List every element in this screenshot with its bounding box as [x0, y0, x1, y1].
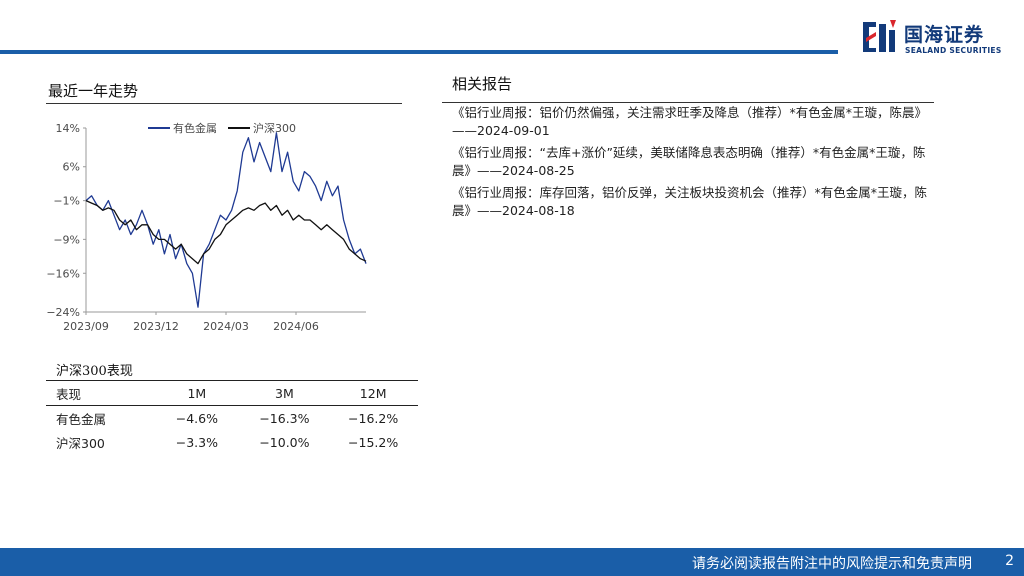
perf-table: 表现 1M 3M 12M 有色金属 −4.6% −16.3% −16.2% 沪深… — [46, 380, 418, 454]
y-tick-label: 14% — [56, 122, 80, 135]
y-tick-label: −24% — [46, 306, 80, 319]
trend-chart: 14% 6% −1% −9% −16% −24% 2023/09 2023/12 2024/03… — [46, 112, 386, 338]
perf-cell: −10.0% — [259, 434, 310, 450]
y-tick-label: 6% — [63, 161, 80, 174]
footer-bar: 请务必阅读报告附注中的风险提示和免责声明 2 — [0, 548, 1024, 576]
x-tick-label: 2024/06 — [273, 320, 319, 333]
brand-name-cn: 国海证券 — [904, 24, 985, 46]
footer-disclaimer: 请务必阅读报告附注中的风险提示和免责声明 — [692, 556, 972, 572]
page-number: 2 — [1005, 553, 1014, 569]
header-rule — [0, 50, 838, 54]
series-line-0 — [85, 132, 367, 308]
perf-cell: −4.6% — [175, 410, 218, 426]
perf-cell: 有色金属 — [56, 411, 107, 427]
y-tick-label: −1% — [53, 195, 80, 208]
list-item[interactable]: 《铝行业周报：“去库+涨价”延续，美联储降息表态明确（推荐）*有色金属*王璇，陈… — [452, 145, 926, 178]
reports-section-rule — [442, 102, 934, 103]
reports-section-title: 相关报告 — [452, 75, 513, 93]
legend-label-0: 有色金属 — [173, 121, 217, 135]
y-tick-label: −16% — [46, 267, 80, 280]
table-row: 有色金属 −4.6% −16.3% −16.2% — [46, 406, 418, 431]
list-item[interactable]: 《铝行业周报：铝价仍然偏强，关注需求旺季及降息（推荐）*有色金属*王璇，陈晨》—… — [452, 105, 928, 138]
sealand-logo-icon — [863, 20, 896, 52]
table-row: 沪深300 −3.3% −10.0% −15.2% — [46, 430, 418, 454]
x-tick-label: 2024/03 — [203, 320, 249, 333]
brand-logo: 国海证券 SEALAND SECURITIES — [860, 18, 1010, 58]
perf-header-cell: 表现 — [46, 380, 154, 406]
list-item[interactable]: 《铝行业周报：库存回落，铝价反弹，关注板块投资机会（推荐）*有色金属*王璇，陈晨… — [452, 185, 928, 218]
perf-cell: −16.2% — [348, 410, 399, 426]
perf-cell: −15.2% — [348, 434, 399, 450]
y-tick-label: −9% — [53, 233, 80, 246]
brand-name-en: SEALAND SECURITIES — [905, 46, 1002, 55]
perf-cell: −16.3% — [259, 410, 310, 426]
perf-cell: 沪深300 — [56, 435, 105, 451]
x-tick-label: 2023/12 — [133, 320, 179, 333]
trend-chart-svg: 14% 6% −1% −9% −16% −24%2023/09 2023/12 2024/03… — [46, 121, 367, 333]
trend-section-title: 最近一年走势 — [48, 82, 139, 100]
perf-cell: −3.3% — [175, 434, 218, 450]
perf-table-title: 沪深300表现 — [56, 364, 133, 379]
perf-table-header-row: 表现 1M 3M 12M — [46, 380, 418, 406]
x-tick-label: 2023/09 — [63, 320, 109, 333]
perf-header-cell: 1M — [153, 380, 241, 406]
series-line-1 — [85, 200, 367, 265]
perf-header-cell: 12M — [328, 380, 418, 406]
related-reports-list: 《铝行业周报：铝价仍然偏强，关注需求旺季及降息（推荐）*有色金属*王璇，陈晨》—… — [452, 104, 936, 224]
trend-section-rule — [46, 103, 402, 104]
legend-label-1: 沪深300 — [253, 121, 296, 135]
perf-header-cell: 3M — [240, 380, 329, 406]
